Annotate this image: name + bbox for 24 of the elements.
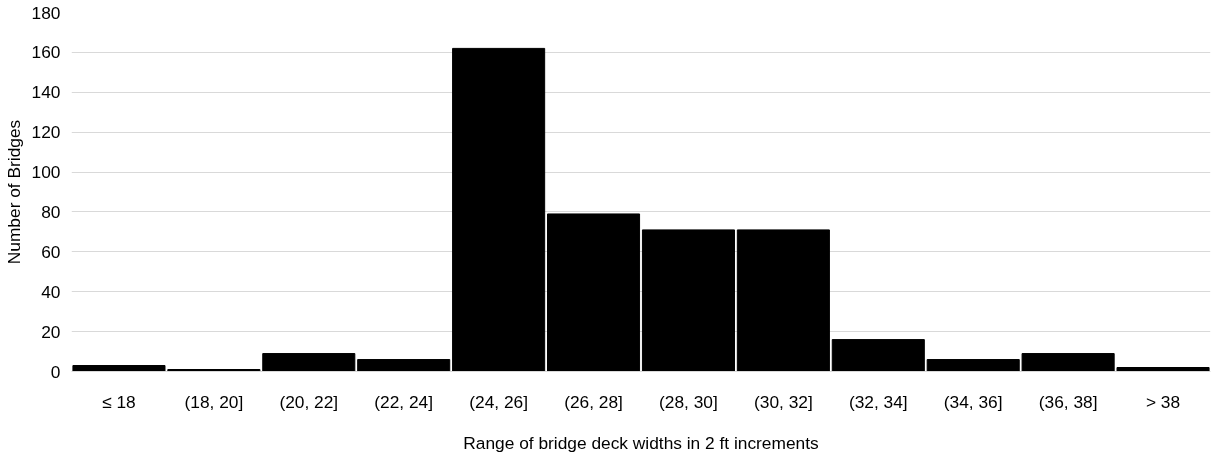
- y-axis-title: Number of Bridges: [3, 119, 24, 265]
- x-tick-label: (36, 38]: [1038, 391, 1098, 412]
- y-tick-label: 60: [41, 241, 61, 262]
- x-tick-label: ≤ 18: [102, 391, 136, 412]
- x-tick-label: (34, 36]: [943, 391, 1003, 412]
- x-tick-label: (30, 32]: [753, 391, 813, 412]
- x-tick-label: (28, 30]: [659, 391, 718, 412]
- x-tick-label: (18, 20]: [184, 391, 244, 412]
- y-tick-label: 20: [41, 321, 61, 342]
- y-tick-label: 160: [31, 42, 61, 63]
- y-tick-label: 80: [41, 201, 61, 222]
- x-axis-title: Range of bridge deck widths in 2 ft increments: [463, 432, 820, 453]
- y-tick-label: 120: [31, 122, 61, 143]
- y-tick-label: 100: [31, 162, 61, 183]
- y-tick-label: 180: [31, 2, 61, 23]
- x-tick-label: (22, 24]: [374, 391, 434, 412]
- x-tick-label: (24, 26]: [469, 391, 529, 412]
- x-tick-label: > 38: [1145, 391, 1181, 412]
- y-tick-label: 0: [50, 361, 61, 382]
- y-tick-label: 140: [31, 82, 61, 103]
- x-tick-label: (32, 34]: [848, 391, 908, 412]
- x-tick-label: (20, 22]: [279, 391, 339, 412]
- y-tick-label: 40: [41, 281, 61, 302]
- x-tick-label: (26, 28]: [564, 391, 623, 412]
